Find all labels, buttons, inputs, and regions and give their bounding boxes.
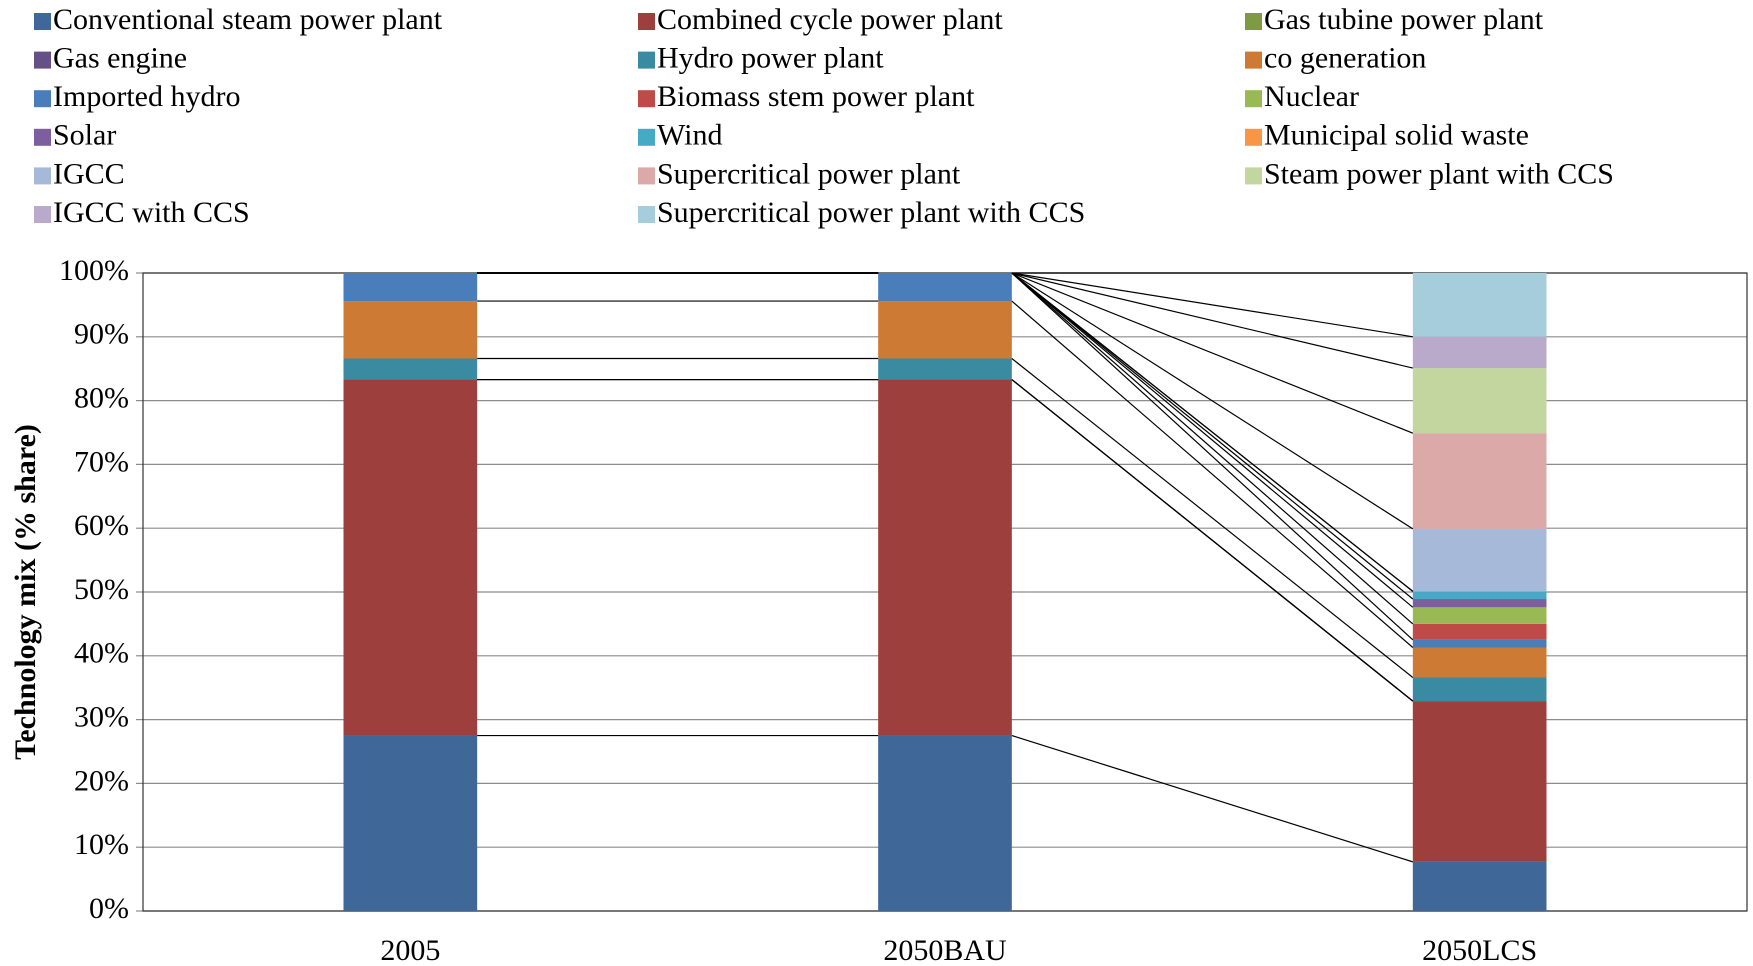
- legend-label: Supercritical power plant: [657, 157, 961, 190]
- legend-swatch: [34, 51, 51, 69]
- legend-swatch: [638, 128, 655, 146]
- bar-segment: [1412, 273, 1547, 337]
- legend-label: Combined cycle power plant: [657, 3, 1003, 36]
- legend-swatch: [34, 128, 51, 146]
- bar-segment: [878, 379, 1012, 736]
- y-tick-label: 40%: [74, 637, 129, 670]
- legend-swatch: [1245, 13, 1262, 30]
- legend-label: Gas engine: [53, 41, 187, 74]
- legend-label: Hydro power plant: [657, 41, 884, 74]
- legend-label: IGCC with CCS: [53, 196, 250, 229]
- bar-segment: [343, 273, 478, 302]
- legend-label: co generation: [1264, 41, 1426, 74]
- legend-label: Gas tubine power plant: [1264, 3, 1544, 36]
- bar-segment: [343, 358, 478, 380]
- y-tick-label: 0%: [89, 892, 129, 925]
- legend-swatch: [1245, 128, 1262, 146]
- bar-segment: [878, 301, 1012, 359]
- bar-segment: [1412, 623, 1547, 640]
- legend-label: Steam power plant with CCS: [1264, 157, 1614, 190]
- legend-label: Solar: [53, 119, 116, 152]
- bar-segment: [343, 379, 478, 736]
- bar-segment: [1412, 528, 1547, 592]
- legend-swatch: [638, 51, 655, 69]
- series-line: [1011, 272, 1413, 338]
- series-line: [1011, 272, 1414, 434]
- legend-swatch: [1245, 90, 1262, 108]
- y-tick-label: 50%: [74, 573, 129, 606]
- bar-segment: [1412, 647, 1547, 678]
- legend-swatch: [34, 13, 51, 30]
- y-tick-label: 30%: [74, 700, 129, 733]
- series-line: [1011, 272, 1413, 369]
- legend-label: Supercritical power plant with CCS: [657, 196, 1085, 229]
- legend-swatch: [638, 206, 655, 223]
- bar-segment: [878, 735, 1012, 911]
- legend-label: Wind: [657, 119, 722, 152]
- legend-swatch: [34, 167, 51, 185]
- y-tick-label: 100%: [59, 254, 129, 287]
- series-line: [1011, 272, 1414, 530]
- series-line: [1011, 300, 1414, 648]
- bar-segment: [1412, 607, 1547, 624]
- x-tick-label: 2050LCS: [1422, 934, 1537, 966]
- legend-swatch: [638, 167, 655, 185]
- series-line: [1011, 358, 1414, 678]
- legend-label: Biomass stem power plant: [657, 80, 975, 113]
- legend-swatch: [1245, 51, 1262, 69]
- y-axis-label: Technology mix (% share): [9, 424, 42, 760]
- legend-swatch: [34, 90, 51, 108]
- legend-label: Municipal solid waste: [1264, 119, 1529, 152]
- series-line: [1011, 272, 1414, 600]
- legend-label: Nuclear: [1264, 80, 1359, 113]
- bar-segment: [343, 735, 478, 911]
- bar-segment: [343, 301, 478, 359]
- series-line: [1011, 734, 1414, 863]
- bar-segment: [1412, 861, 1547, 911]
- legend-swatch: [1245, 167, 1262, 185]
- legend-label: Imported hydro: [53, 80, 240, 113]
- bar-segment: [1412, 639, 1547, 648]
- bar-segment: [1412, 599, 1547, 608]
- series-line: [1011, 379, 1414, 702]
- series-line: [1011, 272, 1414, 608]
- bar-segment: [1412, 368, 1547, 434]
- y-tick-label: 10%: [74, 828, 129, 861]
- series-line: [1011, 272, 1414, 641]
- legend-label: Conventional steam power plant: [53, 3, 443, 36]
- bar-segment: [1412, 591, 1547, 600]
- y-tick-label: 80%: [74, 381, 129, 414]
- series-line: [1011, 272, 1414, 625]
- legend-swatch: [638, 13, 655, 30]
- bar-segment: [1412, 433, 1547, 529]
- x-tick-label: 2005: [380, 934, 440, 966]
- x-tick-label: 2050BAU: [883, 934, 1007, 966]
- bar-segment: [878, 358, 1012, 380]
- y-tick-label: 90%: [74, 318, 129, 351]
- legend-swatch: [638, 90, 655, 108]
- bar-segment: [1412, 701, 1547, 862]
- y-tick-label: 60%: [74, 509, 129, 542]
- y-tick-label: 20%: [74, 764, 129, 797]
- y-tick-label: 70%: [74, 445, 129, 478]
- bar-segment: [1412, 677, 1547, 702]
- legend-label: IGCC: [53, 157, 125, 190]
- bar-segment: [1412, 336, 1547, 369]
- series-line: [1011, 272, 1414, 592]
- legend-swatch: [34, 206, 51, 223]
- bar-segment: [878, 273, 1012, 302]
